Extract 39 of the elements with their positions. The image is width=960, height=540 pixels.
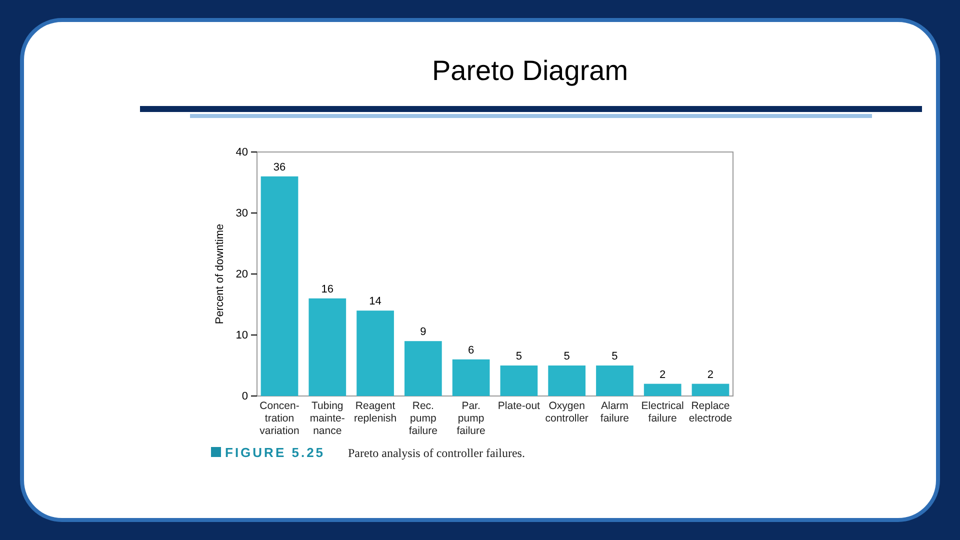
bar — [692, 384, 730, 396]
bar — [644, 384, 682, 396]
bar — [404, 341, 442, 396]
x-tick-label: Plate-out — [498, 400, 540, 412]
bar — [260, 176, 298, 396]
bar — [548, 366, 586, 396]
x-tick-label: Par. pump failure — [456, 400, 486, 437]
y-tick-label: 20 — [236, 268, 248, 281]
text: Pareto analysis of controller failures. — [348, 446, 525, 460]
caption: FIGURE 5.25 — [225, 445, 326, 460]
x-tick-label: Rec. pump failure — [408, 400, 438, 437]
y-tick-label: 30 — [236, 208, 248, 220]
data-label: 6 — [468, 344, 474, 356]
data-label: 36 — [273, 161, 286, 174]
y-tick-label: 0 — [242, 390, 248, 403]
data-label: 2 — [660, 368, 666, 381]
data-label: 5 — [612, 350, 618, 362]
x-tick-label: Replace electrode — [688, 400, 732, 424]
x-tick-label: Oxygen controller — [545, 400, 589, 424]
bar — [500, 366, 538, 396]
y-tick-label: 40 — [236, 146, 248, 159]
x-tick-label: Concen- tration variation — [260, 400, 300, 437]
data-label: 14 — [369, 296, 382, 308]
bar — [452, 359, 490, 396]
y-tick-label: 10 — [236, 330, 248, 342]
x-tick-label: Alarm failure — [600, 400, 630, 424]
data-label: 9 — [420, 326, 426, 338]
x-tick-label: Reagent replenish — [354, 400, 397, 424]
y-axis-title: Percent of downtime — [214, 224, 226, 324]
data-label: 2 — [707, 368, 714, 381]
bar — [356, 310, 394, 396]
bar — [308, 298, 346, 396]
x-tick-label: Electrical failure — [641, 400, 684, 424]
x-tick-label: Tubing mainte- nance — [310, 400, 346, 437]
data-label: 5 — [516, 350, 522, 362]
data-label: 5 — [564, 350, 570, 362]
bar — [596, 366, 634, 396]
chart-title: Pareto Diagram — [432, 55, 628, 86]
data-label: 16 — [321, 283, 334, 296]
